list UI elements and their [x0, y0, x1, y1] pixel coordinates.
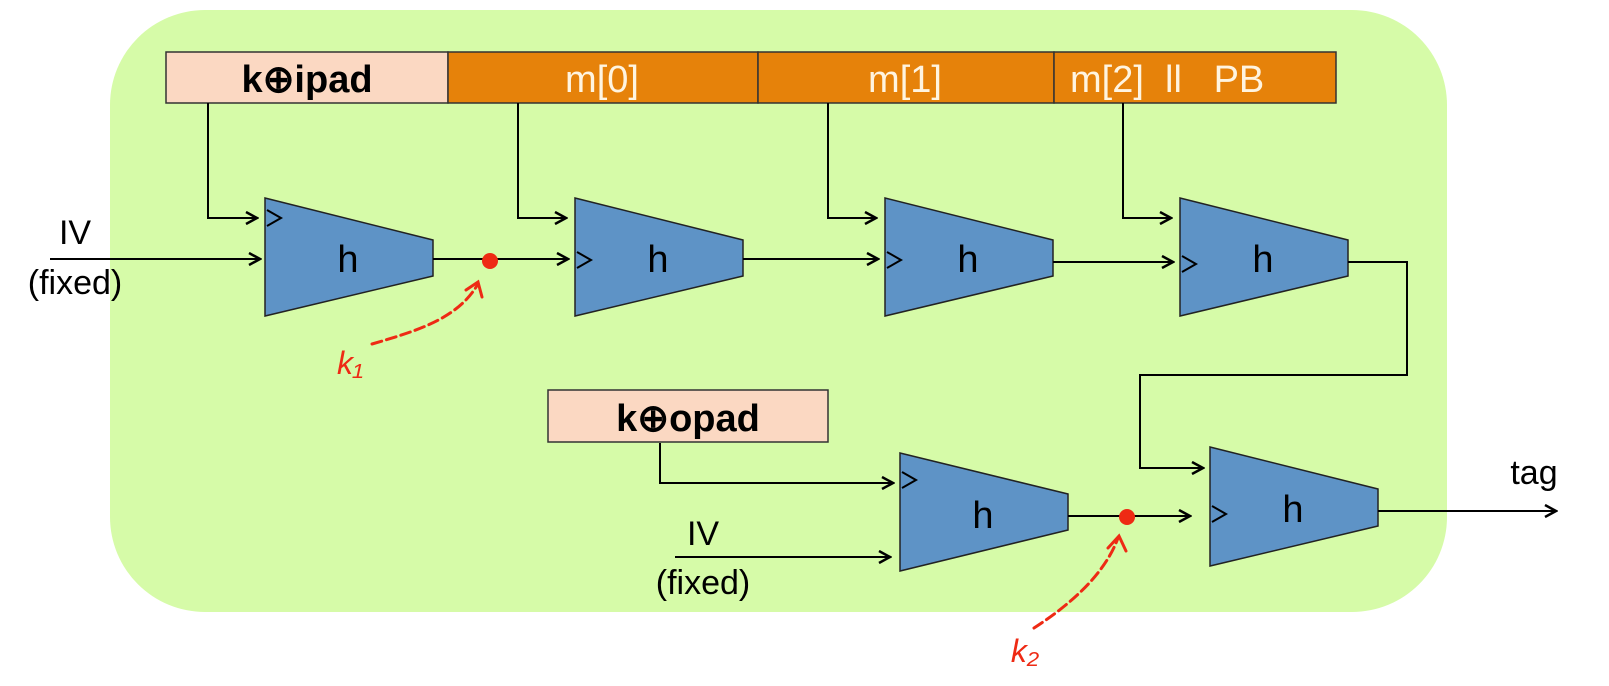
hash-label: h: [957, 239, 978, 281]
hash-label: h: [1252, 239, 1273, 281]
k1-annotation: k₁: [337, 253, 498, 381]
m1-label: m[1]: [868, 59, 942, 101]
connectors: [50, 103, 1556, 557]
hash-label: h: [1282, 489, 1303, 531]
iv-bottom-label: IV: [687, 515, 719, 553]
m0-box: [447, 51, 759, 104]
hash-block-1: h: [264, 197, 434, 317]
hash-block-2: h: [574, 197, 744, 317]
hash-label: h: [337, 239, 358, 281]
ipad-label: k⊕ipad: [241, 59, 372, 101]
opad-label: k⊕opad: [616, 398, 760, 440]
hash-block-final: h: [1209, 446, 1379, 567]
hash-block-4: h: [1179, 197, 1349, 317]
m2-pb-box: [1053, 51, 1337, 104]
m0-label: m[0]: [565, 59, 639, 101]
tag-label: tag: [1510, 454, 1557, 492]
hash-block-opad: h: [899, 452, 1069, 572]
hash-label: h: [647, 239, 668, 281]
hash-label: h: [972, 495, 993, 537]
k2-annotation: k₂: [1011, 509, 1135, 669]
iv-top-label: IV: [59, 214, 91, 252]
opad-box: [547, 389, 829, 443]
iv-bottom-sub: (fixed): [656, 564, 750, 602]
input-chevrons: [266, 209, 1229, 523]
m2-pb-label: m[2] ll PB: [1070, 59, 1264, 101]
hash-block-3: h: [884, 197, 1054, 317]
k2-label: k₂: [1011, 633, 1039, 669]
k1-label: k₁: [337, 345, 363, 381]
iv-top-sub: (fixed): [28, 264, 122, 302]
hmac-panel: [110, 10, 1447, 612]
